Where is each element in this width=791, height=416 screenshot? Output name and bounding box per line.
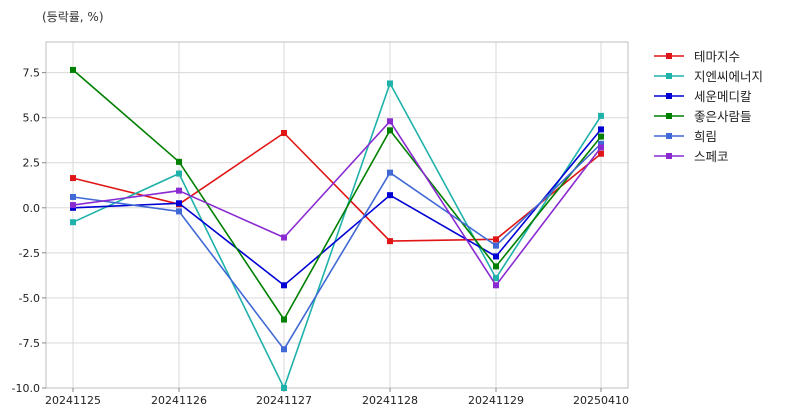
data-point — [176, 170, 182, 177]
series-line — [72, 143, 602, 351]
plot-area-frame — [45, 41, 629, 389]
data-point — [387, 118, 393, 125]
data-point — [70, 175, 76, 182]
data-point — [176, 208, 182, 215]
data-point — [387, 127, 393, 134]
y-tick-label: 5.0 — [23, 112, 41, 125]
data-point — [176, 187, 182, 194]
unit-label: (등락률, %) — [42, 10, 104, 24]
data-point — [281, 316, 287, 323]
legend-marker — [666, 133, 672, 139]
legend-marker — [666, 73, 672, 79]
legend-label: 지엔씨에너지 — [694, 69, 763, 84]
data-point — [598, 133, 604, 140]
x-tick-label: 20241126 — [151, 394, 207, 407]
data-point — [70, 66, 76, 73]
series-6 — [70, 118, 604, 289]
y-tick-label: 7.5 — [23, 67, 41, 80]
data-point — [598, 126, 604, 133]
data-point — [176, 158, 182, 165]
data-point — [493, 242, 499, 249]
series-line — [72, 82, 602, 389]
legend-label: 희림 — [694, 129, 717, 144]
axes: 7.5 5.0 2.5 0.0 -2.5 -5.0 -7.5 -10.0 20241125 202… — [12, 67, 629, 407]
legend-marker — [666, 93, 672, 99]
data-point — [387, 238, 393, 245]
legend-marker — [666, 113, 672, 119]
x-tick-label: 20241128 — [362, 394, 418, 407]
legend-entry-3: 세운메디칼 — [654, 89, 752, 104]
x-tick-label: 20250410 — [573, 394, 629, 407]
data-point — [70, 202, 76, 209]
legend-marker — [666, 53, 672, 59]
series-line — [72, 120, 602, 287]
data-point — [387, 169, 393, 176]
data-point — [281, 385, 287, 391]
series-lines — [70, 66, 604, 391]
data-point — [493, 282, 499, 289]
legend-label: 스페코 — [694, 149, 729, 164]
legend-label: 좋은사람들 — [694, 109, 752, 124]
data-point — [281, 130, 287, 137]
data-point — [70, 193, 76, 200]
data-point — [598, 144, 604, 151]
legend-entry-2: 지엔씨에너지 — [654, 69, 763, 84]
data-point — [598, 140, 604, 147]
y-tick-label: -5.0 — [19, 292, 40, 305]
legend-marker — [666, 153, 672, 159]
series-line — [72, 132, 602, 242]
y-tick-label: -10.0 — [12, 382, 40, 395]
legend-label: 테마지수 — [694, 49, 740, 64]
legend-entry-5: 희림 — [654, 129, 717, 144]
y-tick-label: -7.5 — [19, 337, 40, 350]
data-point — [281, 234, 287, 241]
legend-entry-6: 스페코 — [654, 149, 729, 164]
data-point — [493, 275, 499, 282]
legend-entry-4: 좋은사람들 — [654, 109, 752, 124]
data-point — [598, 150, 604, 157]
data-point — [598, 112, 604, 119]
series-4 — [70, 66, 604, 323]
legend-label: 세운메디칼 — [694, 89, 752, 104]
data-point — [387, 80, 393, 87]
data-point — [176, 200, 182, 207]
data-point — [493, 263, 499, 270]
series-line — [72, 69, 602, 321]
data-point — [70, 219, 76, 226]
y-tick-label: 0.0 — [23, 202, 41, 215]
data-point — [281, 282, 287, 289]
data-point — [493, 236, 499, 243]
data-point — [493, 253, 499, 260]
x-tick-label: 20241127 — [256, 394, 312, 407]
data-point — [281, 346, 287, 353]
x-tick-label: 20241125 — [45, 394, 101, 407]
series-5 — [70, 140, 604, 353]
grid-lines — [46, 42, 628, 389]
y-tick-label: -2.5 — [19, 247, 40, 260]
y-tick-label: 2.5 — [23, 157, 41, 170]
legend-entry-1: 테마지수 — [654, 49, 740, 64]
series-2 — [70, 80, 604, 391]
series-line — [72, 128, 602, 287]
data-point — [387, 192, 393, 199]
x-tick-label: 20241129 — [468, 394, 524, 407]
